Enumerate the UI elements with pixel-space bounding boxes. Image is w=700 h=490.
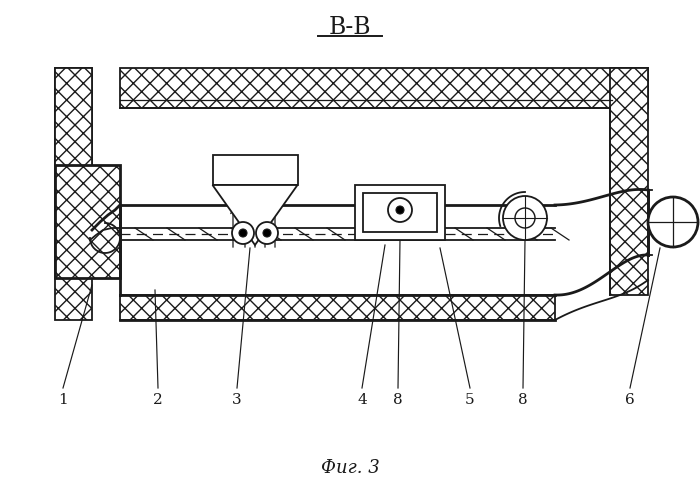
Circle shape <box>232 222 254 244</box>
Circle shape <box>515 208 535 228</box>
Text: 1: 1 <box>58 393 68 407</box>
Text: Фиг. 3: Фиг. 3 <box>321 459 379 477</box>
Circle shape <box>239 229 247 237</box>
Bar <box>213 155 298 185</box>
Bar <box>355 185 445 240</box>
Bar <box>363 193 437 232</box>
Text: В-В: В-В <box>329 17 371 40</box>
Text: 3: 3 <box>232 393 241 407</box>
Circle shape <box>263 229 271 237</box>
Text: 6: 6 <box>625 393 635 407</box>
Text: 8: 8 <box>393 393 402 407</box>
Circle shape <box>503 196 547 240</box>
Circle shape <box>388 198 412 222</box>
Circle shape <box>396 206 404 214</box>
Bar <box>120 68 648 108</box>
Text: 5: 5 <box>466 393 475 407</box>
Circle shape <box>648 197 698 247</box>
Circle shape <box>256 222 278 244</box>
Text: 4: 4 <box>357 393 367 407</box>
Bar <box>610 68 648 295</box>
Text: 2: 2 <box>153 393 163 407</box>
Text: 8: 8 <box>518 393 528 407</box>
Bar <box>55 165 120 278</box>
Polygon shape <box>213 185 298 245</box>
Bar <box>55 68 92 165</box>
Bar <box>120 295 555 320</box>
Bar <box>55 68 92 320</box>
